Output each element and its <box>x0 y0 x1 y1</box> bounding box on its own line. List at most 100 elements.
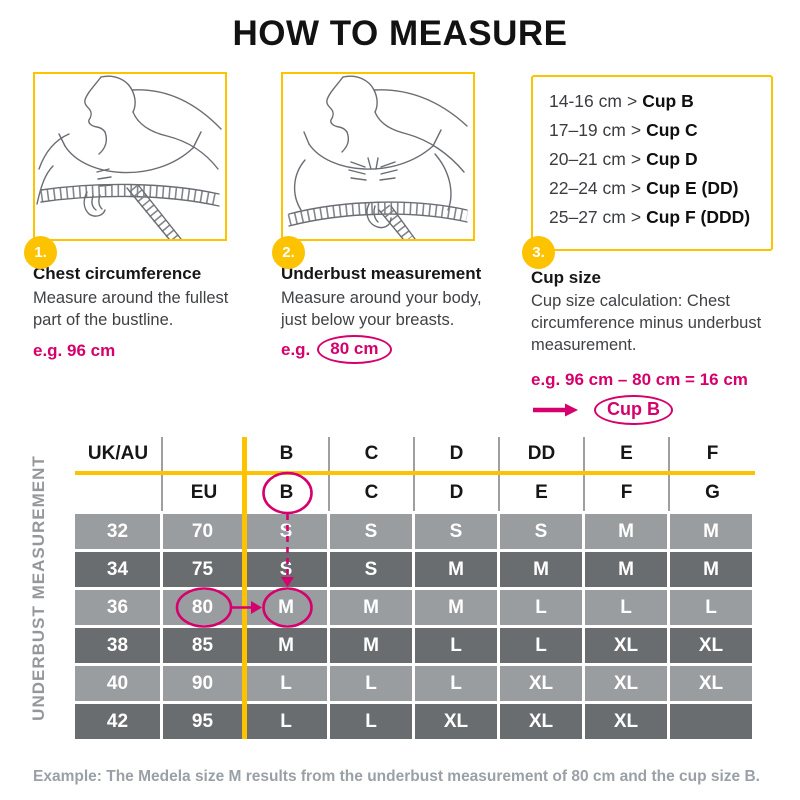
ukau-cell: 36 <box>75 590 160 625</box>
cup-range: 25–27 cm <box>549 207 626 227</box>
eu-cell: 95 <box>163 704 242 739</box>
cup-separator: > <box>630 207 642 227</box>
step-3-heading: Cup size <box>531 268 601 287</box>
header-cell: B <box>245 475 330 511</box>
size-cell: L <box>585 590 667 625</box>
size-cell: L <box>415 628 497 663</box>
cup-range: 14-16 cm <box>549 91 622 111</box>
size-table: UK/AU B C D DD E F EU B C D E F G 32 70 … <box>75 437 755 739</box>
cup-size-chart: 14-16 cm > Cup B 17–19 cm > Cup C 20–21 cm > C… <box>531 75 773 251</box>
step-3-body: Cup size calculation: Chest circumferenc… <box>531 292 762 354</box>
page-title: HOW TO MEASURE <box>232 14 568 53</box>
size-cell: S <box>245 552 327 587</box>
header-cell <box>75 475 163 511</box>
cup-value: Cup D <box>646 149 698 169</box>
cup-value: Cup F (DDD) <box>646 207 751 227</box>
header-cell <box>163 437 245 471</box>
ukau-cell: 42 <box>75 704 160 739</box>
cup-separator: > <box>630 120 642 140</box>
size-cell: XL <box>415 704 497 739</box>
footer-example-text: Example: The Medela size M results from … <box>33 768 760 785</box>
chest-measure-sketch <box>36 75 222 243</box>
table-row: 34 75 S S M M M M <box>75 552 755 587</box>
size-cell: M <box>330 628 412 663</box>
size-cell: L <box>330 666 412 701</box>
table-row: 42 95 L L XL XL XL <box>75 704 755 739</box>
cup-range: 20–21 cm <box>549 149 626 169</box>
size-cell: L <box>415 666 497 701</box>
size-cell: L <box>670 590 752 625</box>
underbust-measure-sketch <box>287 75 469 243</box>
size-cell: M <box>585 552 667 587</box>
cup-value: Cup E (DD) <box>646 178 739 198</box>
ukau-cell: 38 <box>75 628 160 663</box>
cup-range: 17–19 cm <box>549 120 626 140</box>
cup-separator: > <box>626 91 638 111</box>
step-underbust-measurement: 2. Underbust measurement Measure around … <box>272 72 482 364</box>
header-cell: G <box>705 482 720 503</box>
size-cell: M <box>585 514 667 549</box>
cup-separator: > <box>630 149 642 169</box>
size-cell: S <box>330 552 412 587</box>
size-cell: M <box>330 590 412 625</box>
step-2-example-value-circled: 80 cm <box>317 335 392 364</box>
size-cell: M <box>245 628 327 663</box>
size-cell: S <box>415 514 497 549</box>
step-cup-size: 14-16 cm > Cup B 17–19 cm > Cup C 20–21 cm > C… <box>522 75 773 425</box>
size-cell: L <box>245 666 327 701</box>
size-cell: S <box>245 514 327 549</box>
cup-range: 22–24 cm <box>549 178 626 198</box>
size-cell: XL <box>500 704 582 739</box>
size-cell: M <box>415 590 497 625</box>
step-1-heading: Chest circumference <box>33 264 202 283</box>
header-cell: D <box>415 437 500 471</box>
table-header-eu: EU B C D E F G <box>75 475 755 511</box>
eu-cell: 75 <box>163 552 242 587</box>
size-cell: XL <box>670 666 752 701</box>
table-row: 40 90 L L L XL XL XL <box>75 666 755 701</box>
step-chest-circumference: 1. Chest circumference Measure around th… <box>24 72 229 360</box>
step-2-body: Measure around your body, just below you… <box>281 289 482 329</box>
eu-cell: 85 <box>163 628 242 663</box>
header-cell: B <box>245 437 330 471</box>
right-arrow-icon <box>533 403 578 417</box>
header-cell: F <box>706 443 719 464</box>
size-cell: L <box>500 590 582 625</box>
yellow-vertical-line <box>242 437 247 739</box>
table-row: 38 85 M M L L XL XL <box>75 628 755 663</box>
step-3-formula: e.g. 96 cm – 80 cm = 16 cm <box>531 370 748 389</box>
size-cell <box>670 704 752 739</box>
size-cell: XL <box>585 666 667 701</box>
size-cell: M <box>500 552 582 587</box>
size-cell: M <box>245 590 327 625</box>
header-cell: F <box>585 475 670 511</box>
size-cell: XL <box>585 628 667 663</box>
table-side-label: UNDERBUST MEASUREMENT <box>22 437 56 739</box>
step-3-result-circled: Cup B <box>594 395 673 425</box>
size-cell: M <box>670 552 752 587</box>
size-cell: XL <box>670 628 752 663</box>
size-cell: L <box>500 628 582 663</box>
step-1-badge: 1. <box>24 236 57 269</box>
cup-chart-line: 14-16 cm > Cup B <box>549 87 771 116</box>
yellow-divider-line <box>75 471 755 475</box>
size-cell: S <box>330 514 412 549</box>
cup-chart-line: 22–24 cm > Cup E (DD) <box>549 174 771 203</box>
table-row: 36 80 M M M L L L <box>75 590 755 625</box>
step-2-example: e.g. 80 cm <box>281 335 392 364</box>
step-1-example: e.g. 96 cm <box>33 341 116 360</box>
eu-cell: 90 <box>163 666 242 701</box>
size-cell: XL <box>500 666 582 701</box>
ukau-cell: 32 <box>75 514 160 549</box>
size-cell: XL <box>585 704 667 739</box>
table-header-ukau: UK/AU B C D DD E F <box>75 437 755 471</box>
size-cell: S <box>500 514 582 549</box>
eu-cell: 70 <box>163 514 242 549</box>
cup-chart-line: 20–21 cm > Cup D <box>549 145 771 174</box>
chest-measure-illustration <box>33 72 227 243</box>
eu-cell: 80 <box>163 590 242 625</box>
step-2-heading: Underbust measurement <box>281 264 482 283</box>
ukau-cell: 34 <box>75 552 160 587</box>
cup-value: Cup C <box>646 120 698 140</box>
